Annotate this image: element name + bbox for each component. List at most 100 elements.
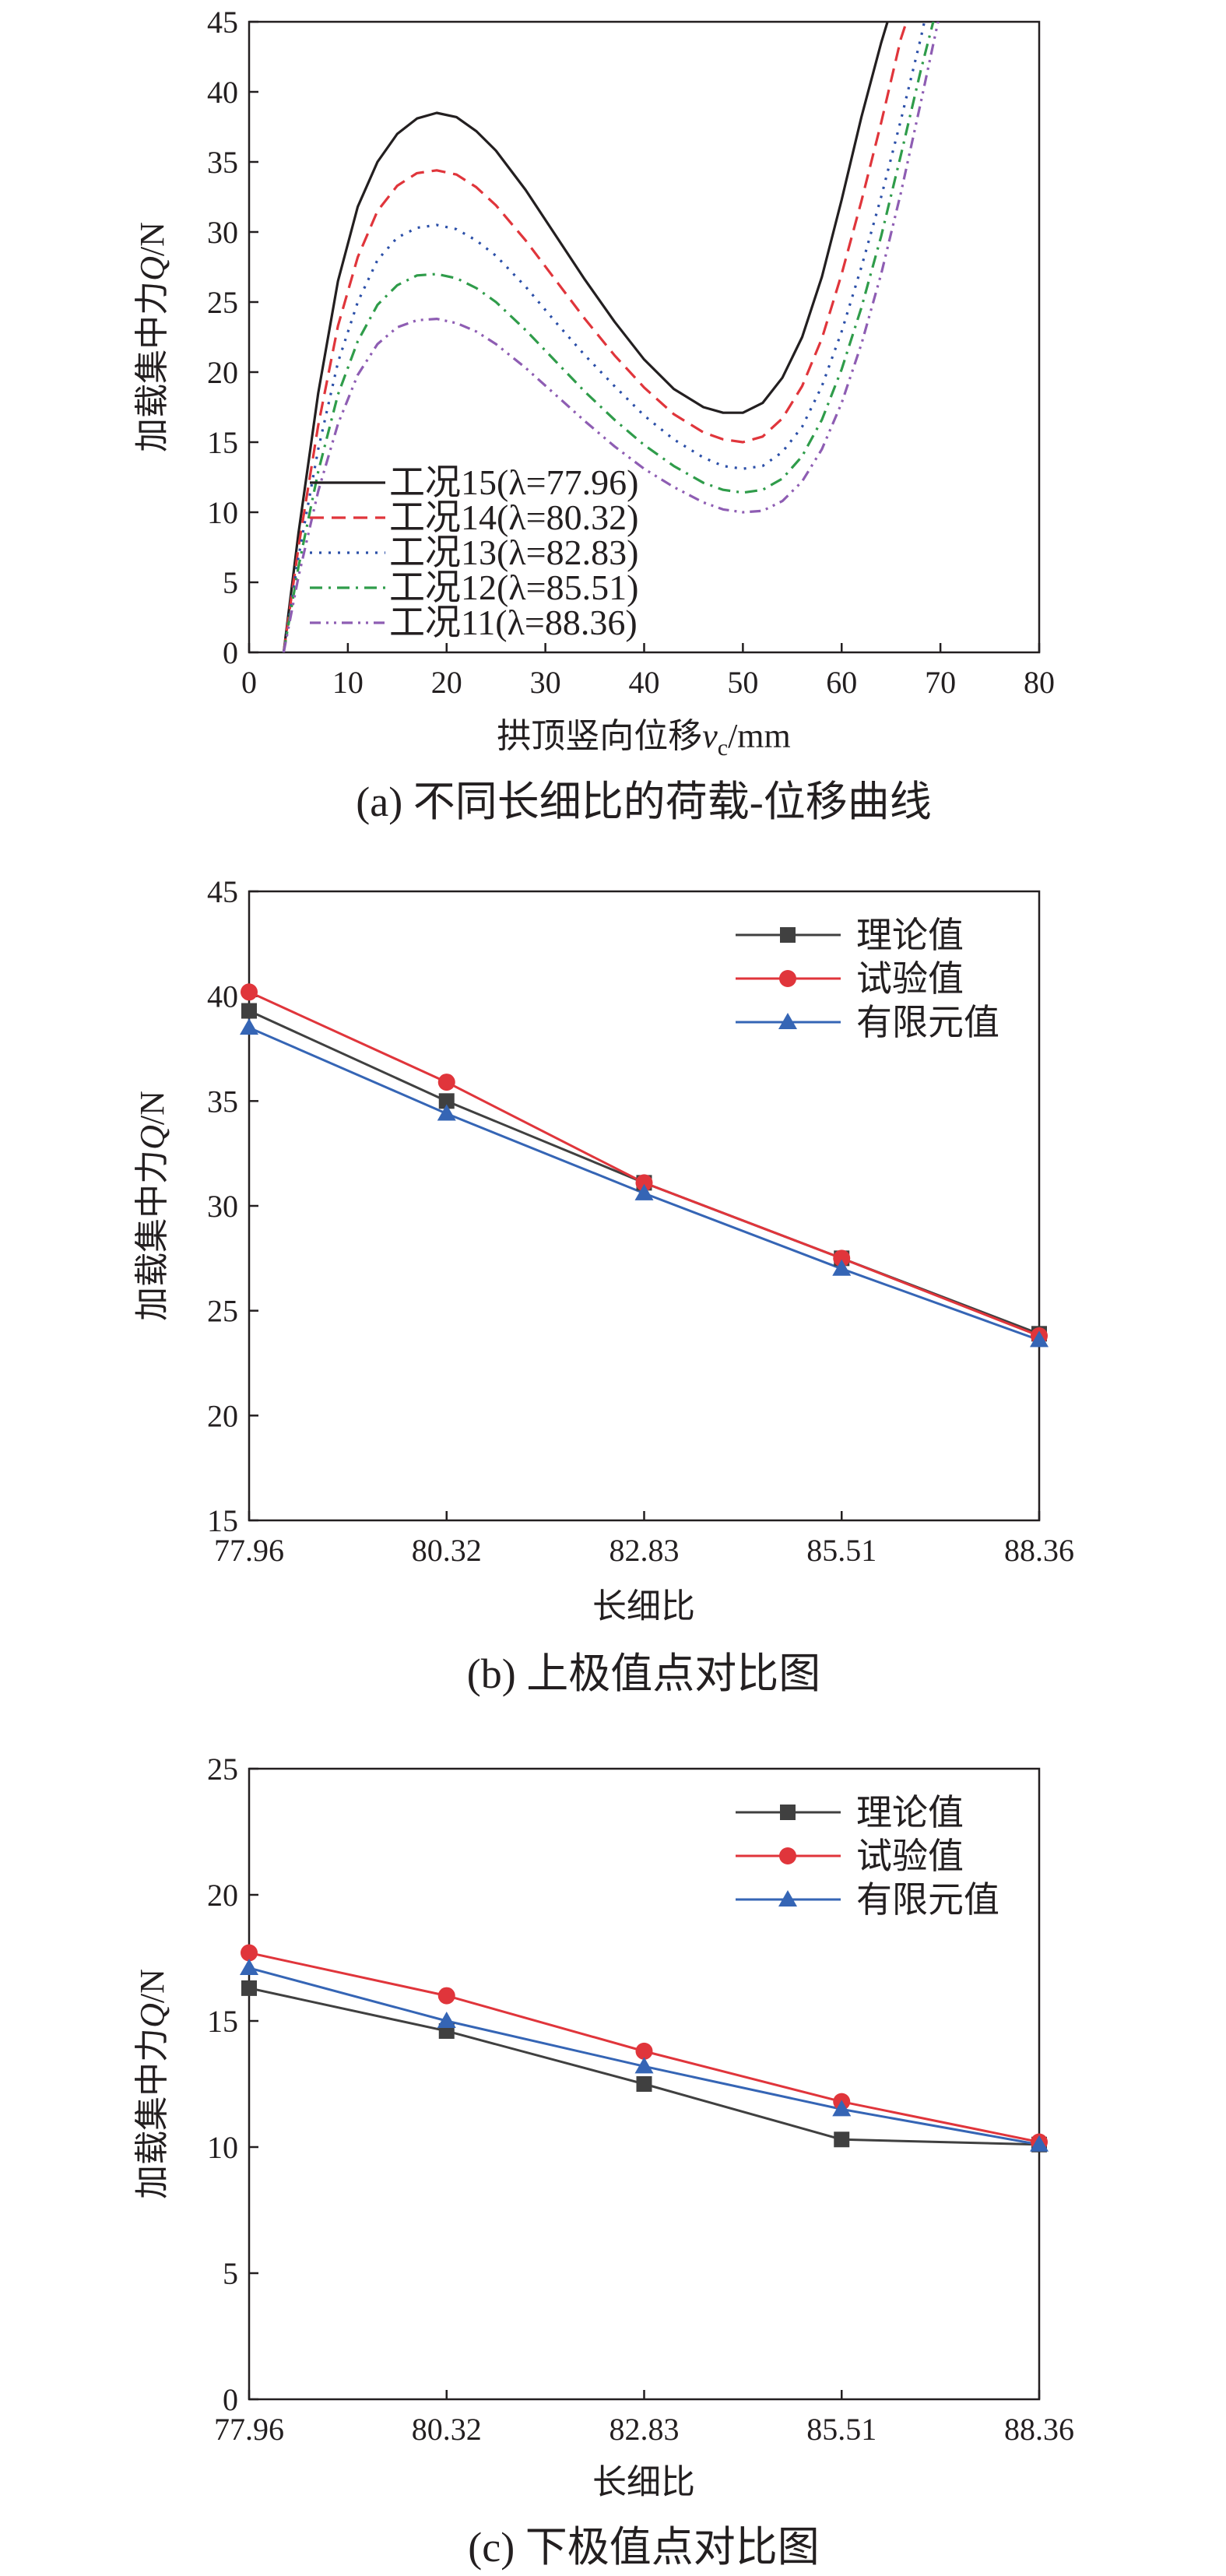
- chart-a-caption: (a) 不同长细比的荷载-位移曲线: [356, 778, 931, 825]
- series-line: [282, 22, 908, 652]
- data-point: [636, 2076, 652, 2092]
- chart-b-caption: (b) 上极值点对比图: [467, 1650, 820, 1697]
- legend-marker: [779, 970, 796, 987]
- chart-a: 0 5 10 15 20 25 30 35 40 45 0 10 20 30 40 50 60 70 80 工况15…: [133, 5, 1055, 825]
- x-tick-label: 82.83: [609, 1533, 680, 1568]
- x-tick-label: 88.36: [1004, 1533, 1074, 1568]
- x-tick-label: 10: [332, 665, 364, 700]
- data-point: [241, 1944, 258, 1962]
- series-line: [282, 22, 935, 652]
- y-tick-label: 15: [207, 425, 238, 460]
- chart-c-ylabel: 加载集中力Q/N: [133, 1969, 171, 2199]
- data-point: [635, 1174, 653, 1192]
- legend-label: 理论值: [856, 915, 964, 955]
- y-tick-label: 40: [207, 979, 238, 1014]
- legend-label: 有限元值: [856, 1880, 999, 1920]
- data-point: [1030, 2135, 1049, 2152]
- data-point: [240, 1958, 258, 1975]
- y-tick-label: 20: [207, 1398, 238, 1433]
- y-tick-label: 0: [223, 635, 238, 670]
- x-tick-label: 85.51: [806, 2412, 876, 2447]
- series-area: [282, 22, 940, 652]
- chart-c: 0 5 10 15 20 25 77.96 80.32 82.83 85.51 88.36 理论值试…: [133, 1752, 1074, 2571]
- x-tick-label: 77.96: [214, 1533, 284, 1568]
- y-tick-label: 20: [207, 1878, 238, 1913]
- data-point: [438, 1093, 455, 1109]
- x-tick-label: 60: [826, 665, 857, 700]
- x-tick-label: 50: [727, 665, 758, 700]
- y-tick-label: 30: [207, 215, 238, 250]
- legend-marker: [778, 1013, 797, 1029]
- chart-b-series: [240, 983, 1049, 1348]
- y-tick-label: 10: [207, 2130, 238, 2165]
- x-tick-label: 80: [1024, 665, 1055, 700]
- data-point: [634, 1183, 654, 1200]
- data-point: [833, 1249, 851, 1267]
- x-tick-label: 80.32: [412, 2412, 482, 2447]
- x-tick-label: 82.83: [609, 2412, 680, 2447]
- x-tick-label: 80.32: [412, 1533, 482, 1568]
- data-point: [437, 1074, 455, 1091]
- chart-a-ticks: 0 5 10 15 20 25 30 35 40 45 0 10 20 30 40 50 60 70 80: [207, 5, 1055, 700]
- series-area: [249, 990, 1039, 1341]
- y-tick-label: 0: [223, 2382, 238, 2417]
- y-tick-label: 25: [207, 1294, 238, 1329]
- data-point: [241, 1003, 257, 1019]
- chart-b-ylabel: 加载集中力Q/N: [133, 1091, 171, 1321]
- chart-c-series: [240, 1944, 1049, 2153]
- legend-label: 工况15(λ=77.96): [389, 462, 638, 502]
- y-tick-label: 10: [207, 495, 238, 530]
- chart-a-xlabel: 拱顶竖向位移vc/mm: [497, 717, 791, 761]
- y-tick-label: 20: [207, 355, 238, 390]
- data-point: [437, 1987, 455, 2005]
- data-point: [437, 1104, 456, 1121]
- y-tick-label: 15: [207, 1503, 238, 1538]
- y-tick-label: 40: [207, 75, 238, 110]
- y-tick-label: 45: [207, 874, 238, 909]
- x-tick-label: 85.51: [806, 1533, 876, 1568]
- chart-a-series: [282, 22, 940, 652]
- chart-c-xlabel: 长细比: [592, 2463, 695, 2501]
- chart-c-caption: (c) 下极值点对比图: [468, 2524, 819, 2571]
- x-tick-label: 20: [431, 665, 462, 700]
- data-point: [634, 2057, 654, 2074]
- y-tick-label: 25: [207, 1752, 238, 1787]
- data-point: [241, 983, 258, 1001]
- chart-a-ylabel: 加载集中力Q/N: [133, 222, 171, 452]
- data-point: [834, 2131, 850, 2148]
- data-point: [241, 1980, 257, 1996]
- legend-label: 工况11(λ=88.36): [389, 603, 638, 642]
- x-tick-label: 0: [241, 665, 257, 700]
- legend-label: 有限元值: [856, 1003, 999, 1042]
- legend-marker: [780, 927, 796, 943]
- chart-b-xlabel: 长细比: [592, 1587, 695, 1625]
- series-line: [282, 22, 889, 652]
- y-tick-label: 15: [207, 2004, 238, 2039]
- x-tick-label: 40: [629, 665, 660, 700]
- y-tick-label: 25: [207, 285, 238, 320]
- chart-c-ticks: 0 5 10 15 20 25 77.96 80.32 82.83 85.51 88.36: [207, 1752, 1074, 2447]
- x-tick-label: 70: [925, 665, 956, 700]
- legend-label: 试验值: [856, 959, 964, 999]
- x-tick-label: 30: [530, 665, 561, 700]
- legend-label: 工况14(λ=80.32): [389, 497, 638, 537]
- legend-label: 工况13(λ=82.83): [389, 532, 638, 572]
- y-tick-label: 5: [223, 565, 238, 600]
- series-line: [249, 990, 1039, 1337]
- legend-marker: [778, 1890, 797, 1907]
- data-point: [832, 2100, 852, 2117]
- series-line: [282, 22, 926, 652]
- x-tick-label: 77.96: [214, 2412, 284, 2447]
- chart-a-frame: [248, 20, 1041, 654]
- data-point: [832, 1259, 852, 1276]
- data-point: [240, 1018, 258, 1035]
- y-tick-label: 45: [207, 5, 238, 40]
- series-line: [282, 22, 940, 652]
- data-point: [635, 2042, 653, 2060]
- legend-label: 试验值: [856, 1836, 964, 1876]
- y-tick-label: 35: [207, 145, 238, 180]
- legend-marker: [779, 1847, 796, 1864]
